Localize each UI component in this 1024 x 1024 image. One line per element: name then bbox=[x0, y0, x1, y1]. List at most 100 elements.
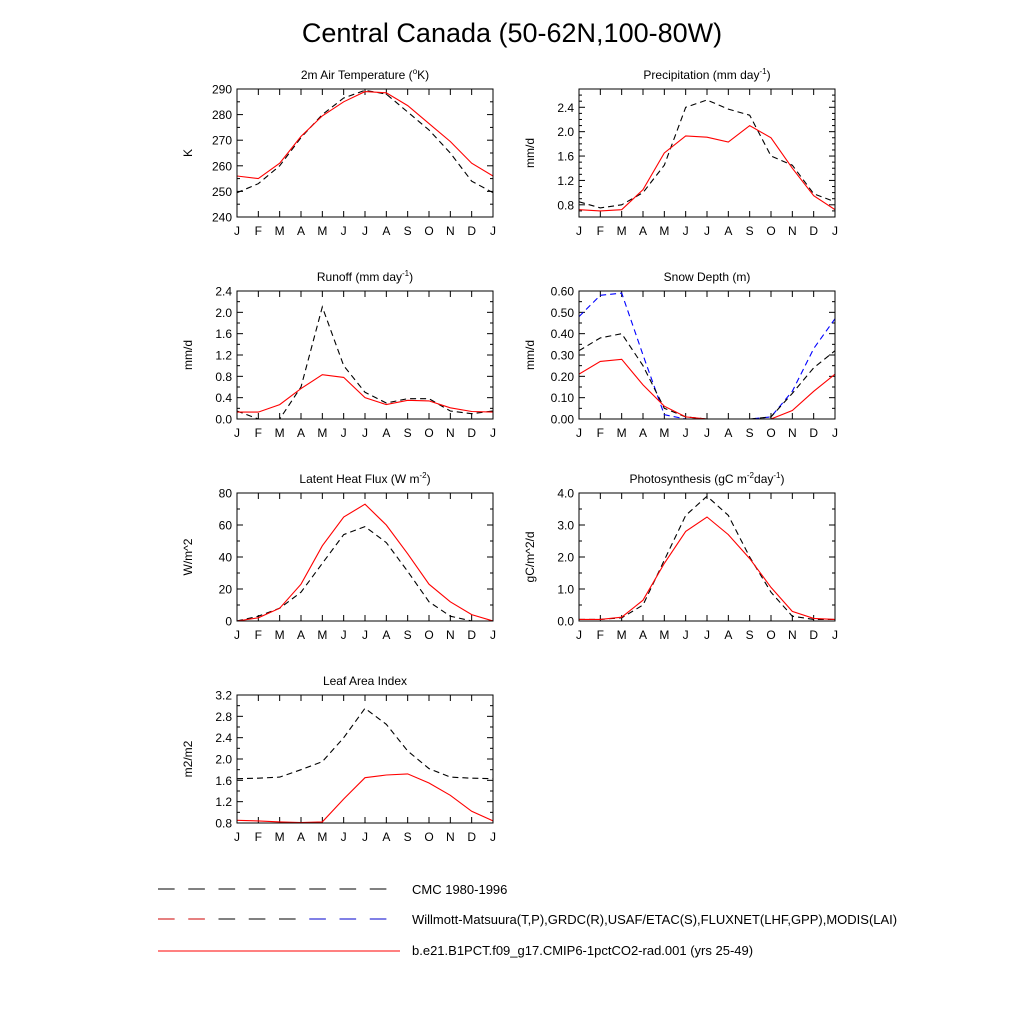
y-axis-label: mm/d bbox=[181, 340, 195, 370]
x-tick-label: M bbox=[317, 426, 327, 440]
panel-title-sup: -2 bbox=[747, 471, 755, 480]
series-line-obs bbox=[579, 333, 835, 419]
panel-title-post: ) bbox=[781, 472, 785, 486]
x-tick-label: J bbox=[704, 628, 710, 642]
x-tick-label: O bbox=[766, 426, 775, 440]
y-tick-label: 0.4 bbox=[215, 391, 232, 405]
panel-title-post: K) bbox=[417, 68, 429, 82]
series-line-model bbox=[237, 374, 493, 413]
x-tick-label: J bbox=[683, 628, 689, 642]
x-tick-label: J bbox=[234, 224, 240, 238]
y-tick-label: 290 bbox=[212, 83, 232, 97]
x-tick-label: A bbox=[382, 426, 390, 440]
x-tick-label: A bbox=[297, 426, 305, 440]
panel-title-post: ) bbox=[409, 270, 413, 284]
series-line-model bbox=[579, 516, 835, 620]
x-tick-label: M bbox=[275, 224, 285, 238]
y-tick-label: 0.0 bbox=[557, 615, 574, 629]
y-tick-label: 20 bbox=[219, 583, 233, 597]
x-tick-label: J bbox=[490, 830, 496, 844]
x-tick-label: M bbox=[617, 628, 627, 642]
panel-title: Leaf Area Index bbox=[323, 674, 407, 688]
y-tick-label: 250 bbox=[212, 185, 232, 199]
y-tick-label: 3.0 bbox=[557, 519, 574, 533]
x-tick-label: J bbox=[341, 830, 347, 844]
x-tick-label: A bbox=[382, 628, 390, 642]
x-tick-label: J bbox=[234, 628, 240, 642]
y-tick-label: 0.00 bbox=[551, 413, 575, 427]
y-tick-label: 280 bbox=[212, 108, 232, 122]
series-line-obs bbox=[579, 495, 835, 620]
x-tick-label: A bbox=[297, 224, 305, 238]
x-tick-label: D bbox=[809, 628, 818, 642]
x-tick-label: A bbox=[297, 628, 305, 642]
x-tick-label: F bbox=[255, 628, 262, 642]
x-tick-label: M bbox=[317, 628, 327, 642]
y-tick-label: 60 bbox=[219, 519, 233, 533]
panel-title-sup: o bbox=[413, 67, 418, 76]
x-tick-label: N bbox=[446, 830, 455, 844]
y-tick-label: 80 bbox=[219, 487, 233, 501]
x-tick-label: O bbox=[424, 224, 433, 238]
y-tick-label: 3.2 bbox=[215, 689, 232, 703]
x-tick-label: F bbox=[255, 830, 262, 844]
series-line-obs bbox=[579, 99, 835, 209]
y-tick-label: 0.8 bbox=[215, 817, 232, 831]
plot-frame bbox=[236, 694, 494, 824]
x-tick-label: O bbox=[424, 628, 433, 642]
y-axis-label: mm/d bbox=[523, 340, 537, 370]
x-tick-label: M bbox=[659, 628, 669, 642]
x-tick-label: D bbox=[809, 224, 818, 238]
y-tick-label: 0.50 bbox=[551, 306, 575, 320]
x-tick-label: J bbox=[490, 628, 496, 642]
panel-title: Photosynthesis (gC m-2day-1) bbox=[630, 471, 785, 486]
x-tick-label: J bbox=[234, 830, 240, 844]
panel-title-text: Precipitation (mm day bbox=[643, 68, 759, 82]
y-tick-label: 2.0 bbox=[557, 551, 574, 565]
panel-title: Latent Heat Flux (W m-2) bbox=[299, 471, 430, 486]
main-title: Central Canada (50-62N,100-80W) bbox=[301, 18, 723, 48]
x-tick-label: D bbox=[467, 628, 476, 642]
y-tick-label: 0.60 bbox=[551, 285, 575, 299]
y-tick-label: 0.30 bbox=[551, 349, 575, 363]
x-tick-label: J bbox=[490, 426, 496, 440]
y-tick-label: 2.4 bbox=[215, 731, 232, 745]
panel-title: Snow Depth (m) bbox=[664, 270, 751, 284]
y-tick-label: 260 bbox=[212, 159, 232, 173]
plot-frame bbox=[236, 88, 494, 218]
series-line-obs bbox=[237, 525, 493, 621]
y-tick-label: 0.0 bbox=[215, 413, 232, 427]
panel-title: Precipitation (mm day-1) bbox=[643, 67, 770, 82]
y-tick-label: 1.0 bbox=[557, 583, 574, 597]
series-line-model bbox=[237, 91, 493, 180]
x-tick-label: J bbox=[576, 426, 582, 440]
panel-runoff: Runoff (mm day-1) 0.0 0.4 0.8 1.2 1.6 2.0 2.4 J F… bbox=[181, 269, 496, 440]
x-tick-label: A bbox=[382, 830, 390, 844]
panel-title-text: Runoff (mm day bbox=[317, 270, 402, 284]
y-tick-label: 1.6 bbox=[215, 327, 232, 341]
x-tick-label: J bbox=[576, 628, 582, 642]
y-tick-label: 0.8 bbox=[557, 198, 574, 212]
x-tick-label: F bbox=[255, 426, 262, 440]
series-line-model bbox=[579, 358, 835, 419]
y-tick-label: 0.10 bbox=[551, 391, 575, 405]
panel-title-post: day bbox=[754, 472, 773, 486]
x-tick-label: M bbox=[659, 426, 669, 440]
x-tick-label: A bbox=[639, 426, 647, 440]
y-tick-label: 240 bbox=[212, 211, 232, 225]
x-tick-label: M bbox=[659, 224, 669, 238]
x-tick-label: A bbox=[639, 628, 647, 642]
y-tick-label: 2.0 bbox=[215, 753, 232, 767]
panel-snow: Snow Depth (m) 0.00 0.10 0.20 0.30 0.40 0.50 0.… bbox=[523, 270, 838, 440]
y-tick-label: 4.0 bbox=[557, 487, 574, 501]
x-tick-label: J bbox=[704, 426, 710, 440]
x-tick-label: J bbox=[362, 830, 368, 844]
series-line-obs bbox=[237, 89, 493, 194]
y-tick-label: 270 bbox=[212, 134, 232, 148]
x-tick-label: J bbox=[362, 426, 368, 440]
series-line-obs bbox=[237, 305, 493, 419]
x-tick-label: J bbox=[341, 426, 347, 440]
x-tick-label: A bbox=[724, 426, 732, 440]
x-tick-label: J bbox=[362, 628, 368, 642]
